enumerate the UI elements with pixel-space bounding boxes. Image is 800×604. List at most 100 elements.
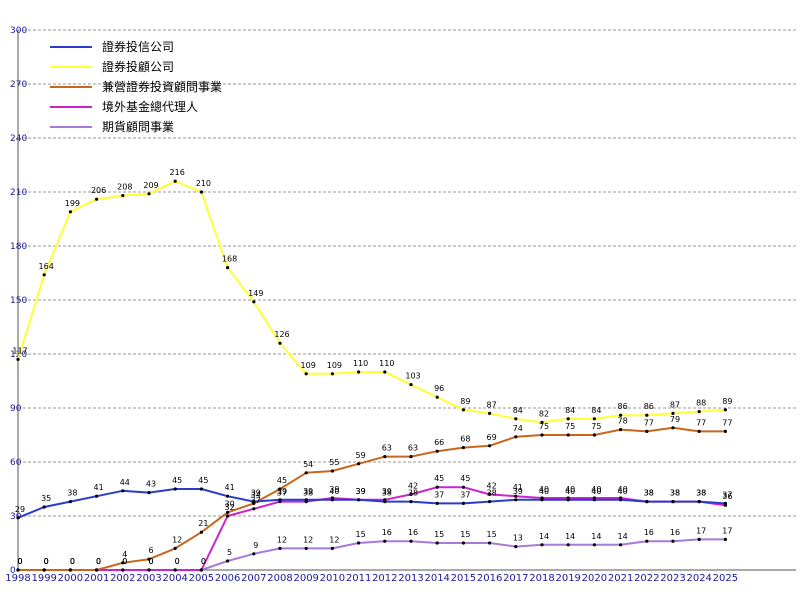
x-tick-label: 2025 (713, 573, 738, 584)
x-tick-label: 1999 (31, 573, 56, 584)
data-label: 82 (539, 409, 549, 418)
data-label: 39 (513, 487, 523, 496)
data-point (592, 543, 597, 547)
data-point (173, 546, 177, 551)
data-label: 41 (225, 483, 235, 492)
data-point (409, 383, 413, 387)
y-tick-label: 300 (10, 26, 27, 36)
data-label: 164 (39, 262, 54, 271)
data-point (357, 498, 361, 502)
data-label: 39 (329, 485, 339, 494)
data-point (226, 494, 230, 498)
data-point (199, 568, 203, 572)
data-point (619, 496, 623, 500)
data-label: 16 (408, 528, 418, 537)
data-label: 38 (487, 489, 497, 498)
data-label: 45 (434, 474, 444, 483)
x-tick-label: 2023 (660, 573, 685, 584)
data-label: 34 (251, 490, 261, 499)
data-label: 77 (644, 418, 654, 427)
data-point (278, 500, 282, 504)
data-label: 37 (722, 490, 732, 499)
data-label: 69 (487, 433, 497, 442)
data-point (252, 300, 256, 304)
data-label: 15 (434, 530, 444, 539)
data-point (619, 428, 623, 432)
data-label: 66 (434, 438, 444, 447)
data-point (121, 561, 125, 565)
data-label: 37 (460, 490, 470, 499)
data-label: 0 (175, 557, 180, 566)
data-point (514, 417, 518, 421)
data-label: 38 (696, 489, 706, 498)
data-label: 5 (227, 548, 232, 557)
x-tick-label: 2006 (215, 573, 240, 584)
data-point (330, 469, 334, 473)
data-label: 109 (301, 361, 316, 370)
data-label: 0 (148, 557, 153, 566)
data-point (278, 341, 282, 345)
data-label: 37 (434, 490, 444, 499)
data-label: 103 (405, 372, 420, 381)
data-label: 84 (591, 406, 601, 415)
data-point (252, 501, 256, 505)
data-point (409, 492, 413, 496)
data-point (645, 429, 649, 433)
x-tick-label: 2005 (189, 573, 214, 584)
data-label: 40 (565, 487, 575, 496)
data-label: 0 (44, 557, 49, 566)
data-point (147, 557, 151, 561)
data-point (723, 429, 728, 433)
x-tick-label: 1998 (5, 573, 30, 584)
data-point (357, 541, 361, 545)
data-label: 87 (487, 400, 497, 409)
data-label: 16 (382, 528, 392, 537)
data-point (697, 537, 701, 542)
data-label: 44 (120, 478, 130, 487)
data-label: 75 (591, 422, 601, 431)
data-point (330, 546, 334, 551)
x-tick-label: 2018 (529, 573, 554, 584)
data-label: 15 (487, 530, 497, 539)
data-point (278, 487, 282, 491)
data-point (95, 494, 99, 498)
data-label: 39 (382, 487, 392, 496)
data-point (592, 417, 597, 421)
data-label: 38 (644, 489, 654, 498)
data-label: 40 (329, 487, 339, 496)
data-point (697, 410, 701, 414)
data-label: 89 (460, 397, 470, 406)
x-tick-label: 2004 (162, 573, 187, 584)
data-point (671, 539, 675, 543)
data-point (16, 568, 20, 572)
y-tick-label: 0 (10, 566, 16, 576)
x-tick-label: 2008 (267, 573, 292, 584)
data-label: 38 (670, 489, 680, 498)
data-label: 40 (618, 485, 628, 494)
data-label: 96 (434, 384, 444, 393)
x-tick-label: 2003 (136, 573, 161, 584)
data-label: 78 (618, 417, 628, 426)
data-label: 39 (356, 487, 366, 496)
data-point (199, 530, 203, 534)
data-point (514, 545, 518, 549)
data-label: 0 (17, 557, 22, 566)
data-label: 117 (12, 346, 27, 355)
y-tick-label: 150 (10, 296, 27, 306)
data-label: 87 (670, 400, 680, 409)
legend-label: 兼營證券投資顧問事業 (102, 79, 222, 94)
data-label: 13 (513, 534, 523, 543)
data-point (435, 395, 439, 399)
data-point (514, 435, 518, 439)
data-point (409, 500, 413, 504)
data-point (697, 500, 701, 504)
data-label: 149 (248, 289, 263, 298)
data-label: 16 (670, 528, 680, 537)
data-label: 45 (277, 476, 287, 485)
data-label: 75 (565, 422, 575, 431)
data-label: 43 (146, 480, 156, 489)
data-point (304, 471, 308, 475)
x-tick-label: 2011 (346, 573, 371, 584)
data-label: 199 (65, 199, 80, 208)
